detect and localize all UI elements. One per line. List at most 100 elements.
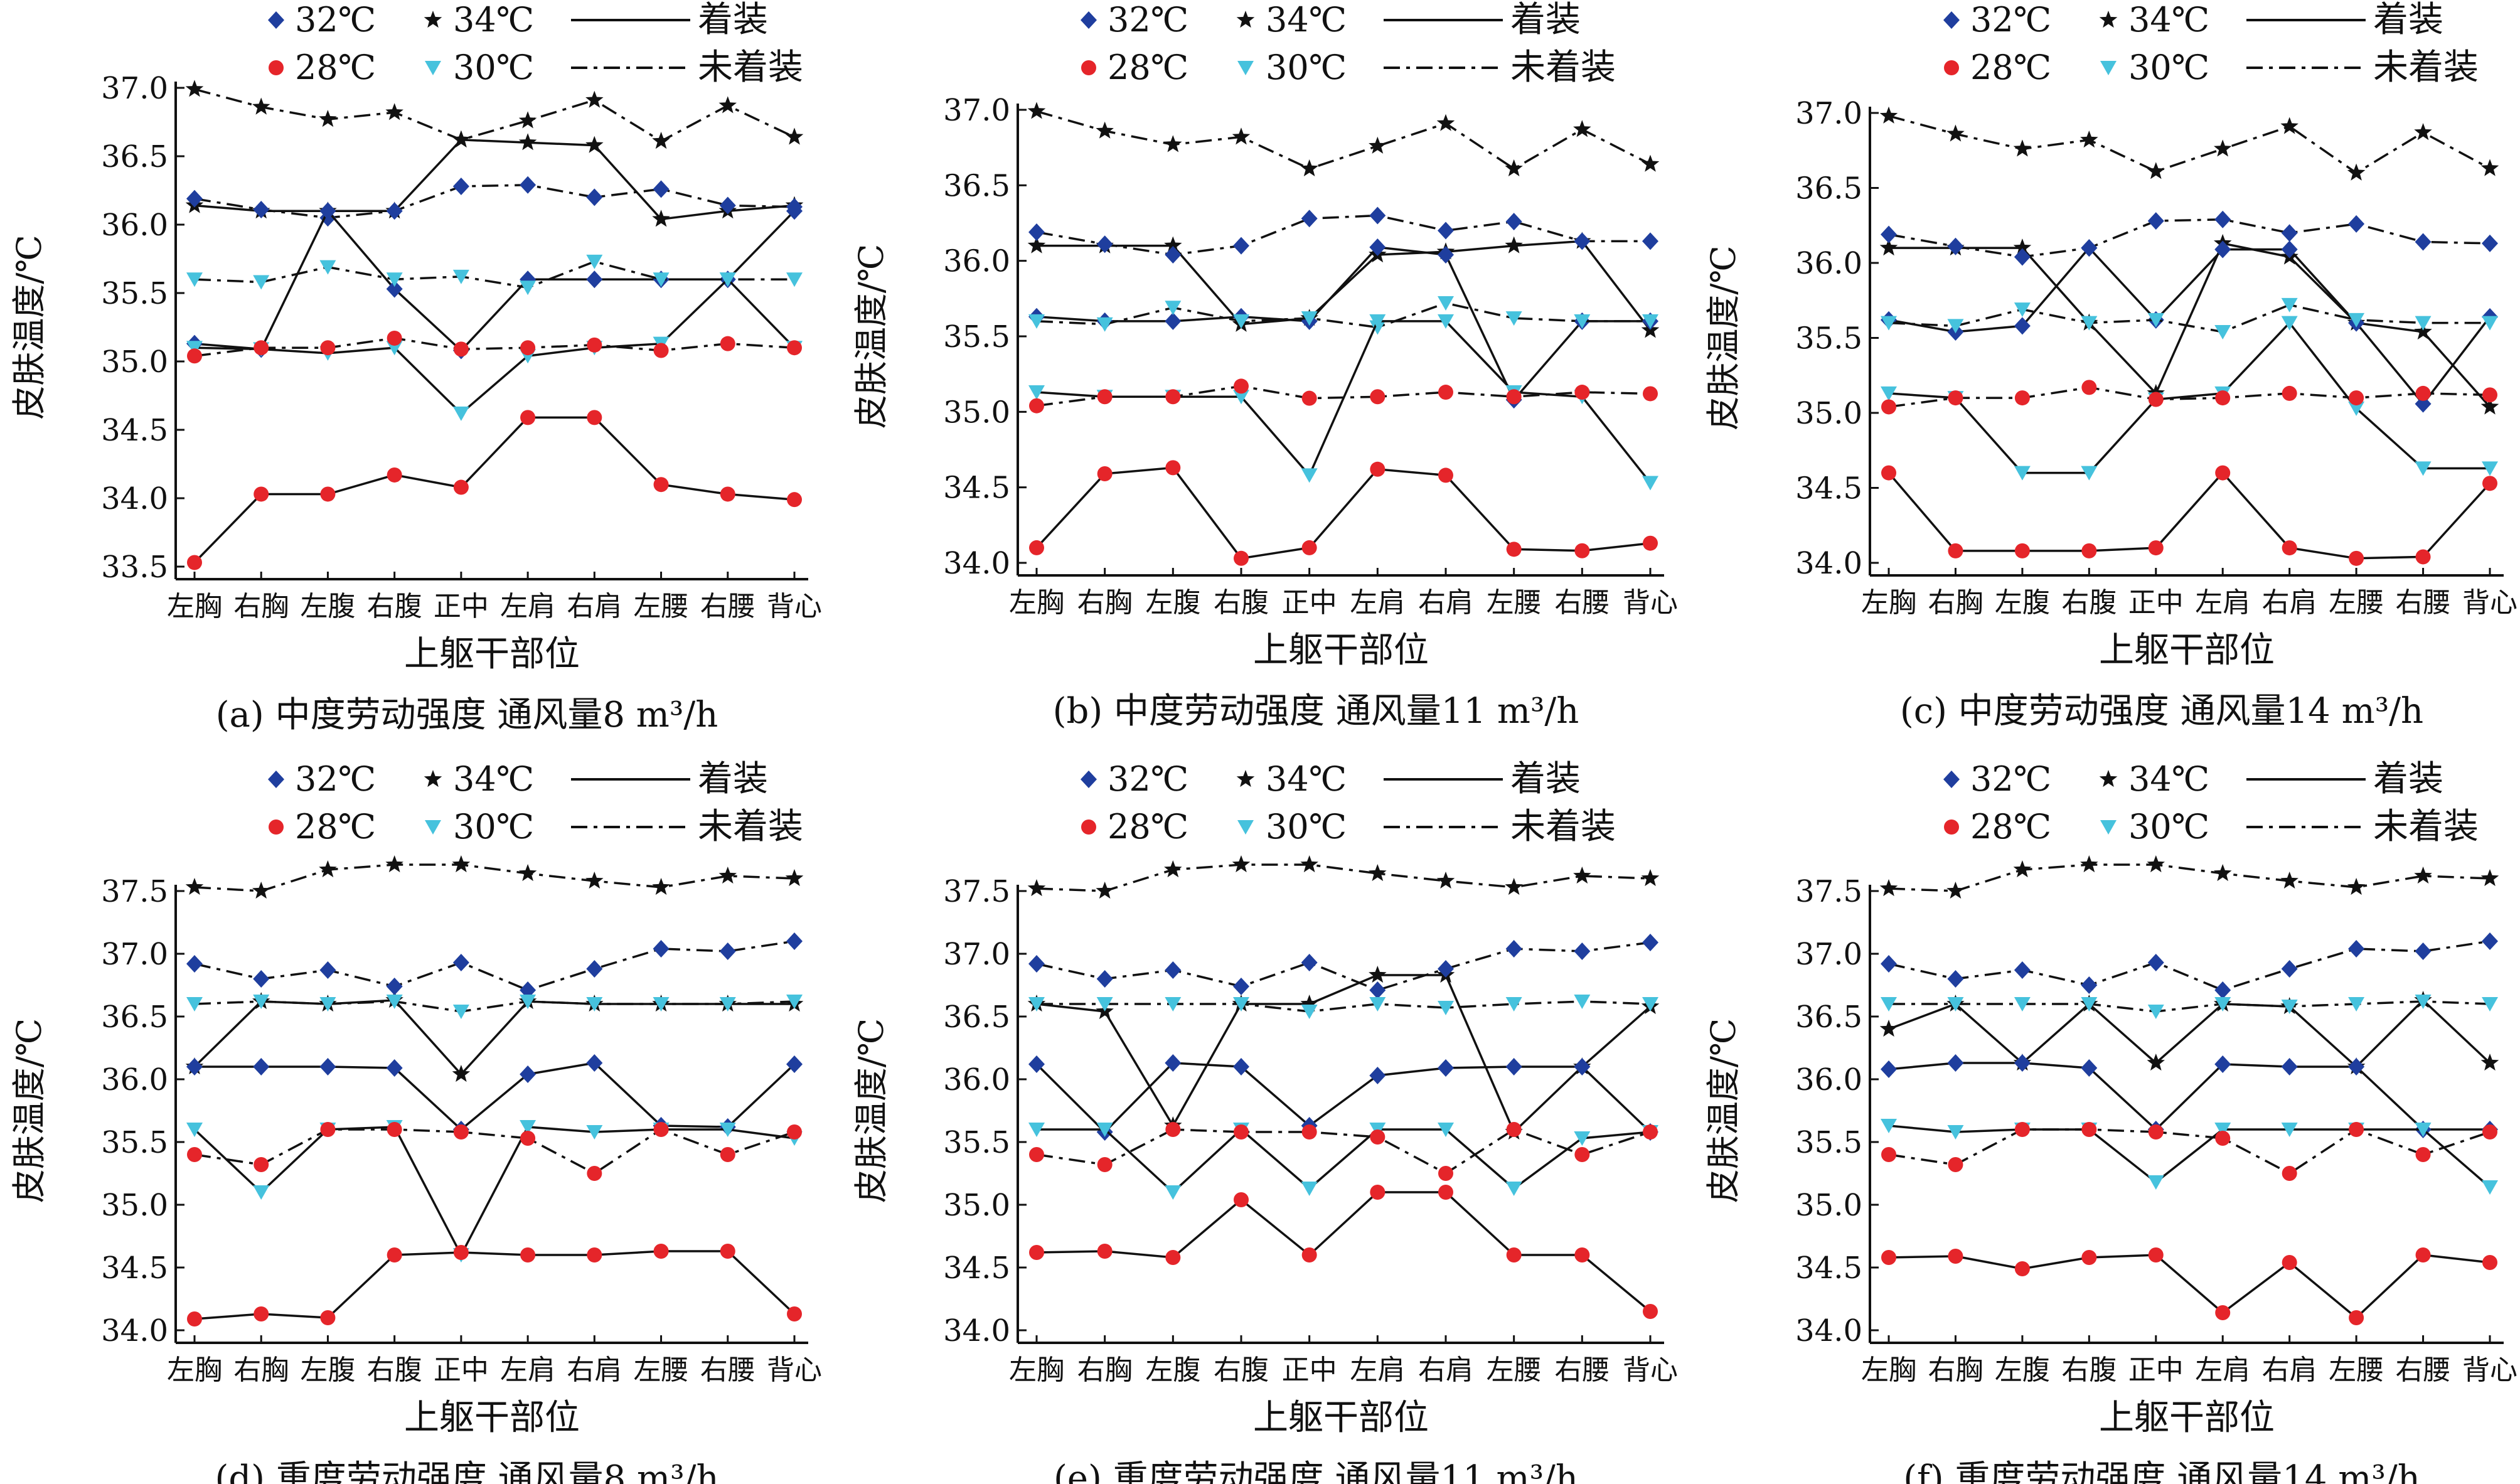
data-point (720, 336, 735, 351)
data-point (786, 995, 803, 1009)
data-point (1641, 154, 1660, 172)
data-point (1369, 864, 1387, 882)
x-tick-label: 左腹 (1995, 587, 2050, 619)
series-line-4 (1036, 302, 1650, 329)
y-axis-title: 皮肤温度/℃ (9, 235, 49, 420)
chart-panel-3: 32℃ 34℃ 着装 28℃ 30℃ 未着装 34.0 34.5 35.0 35.5 36.0 36.… (9, 759, 822, 1484)
data-point (1505, 997, 1522, 1012)
data-point (186, 997, 203, 1012)
data-point (2482, 1124, 2497, 1140)
y-tick-label: 35.0 (1795, 1188, 1862, 1223)
data-point (1438, 296, 1454, 311)
x-tick-label: 左胸 (1009, 587, 1064, 619)
data-point (2348, 401, 2365, 416)
data-point (1574, 543, 1590, 558)
data-point (2014, 1261, 2030, 1276)
x-tick-label: 右肩 (567, 1354, 622, 1386)
data-point (2280, 117, 2298, 134)
data-point (186, 1123, 203, 1137)
legend-label-undressed: 未着装 (698, 47, 803, 88)
y-tick-label: 33.5 (101, 550, 168, 585)
x-axis-title: 上躯干部位 (1253, 630, 1429, 671)
legend-label-32: 32℃ (295, 759, 376, 799)
data-point (253, 995, 270, 1009)
x-tick-label: 右腹 (2061, 587, 2117, 619)
series-line-7 (1036, 1191, 1652, 1313)
x-tick-label: 正中 (2128, 1354, 2184, 1386)
data-point (253, 275, 270, 290)
legend-marker-28 (1081, 819, 1096, 835)
data-point (1505, 940, 1522, 958)
data-point (1438, 1166, 1453, 1181)
data-point (653, 180, 670, 198)
data-point (2014, 302, 2031, 318)
legend-marker-32 (1943, 11, 1960, 29)
data-point (1574, 1058, 1591, 1076)
data-point (253, 970, 270, 988)
legend-marker-28 (1944, 60, 1959, 75)
data-point (1438, 1059, 1454, 1077)
data-point (787, 492, 802, 508)
data-point (1947, 319, 1964, 334)
data-point (1947, 1054, 1964, 1072)
data-point (2014, 543, 2030, 558)
data-point (1027, 879, 1046, 897)
y-tick-label: 35.5 (1795, 321, 1862, 356)
data-point (2281, 316, 2298, 331)
legend-label-28: 28℃ (1970, 48, 2051, 87)
data-point (387, 467, 402, 483)
data-point (2214, 997, 2231, 1012)
y-tick-label: 35.0 (1795, 396, 1862, 431)
x-tick-label: 正中 (434, 1354, 489, 1386)
data-point (1574, 1147, 1590, 1162)
legend-marker-30 (425, 61, 441, 75)
series-line-1 (194, 139, 795, 221)
legend-label-dressed: 着装 (2373, 0, 2443, 40)
panel-caption: (f) 重度劳动强度 通风量14 m³/h (1903, 1458, 2420, 1484)
y-tick-label: 35.5 (943, 1125, 1010, 1160)
series-line-2 (1888, 940, 2491, 991)
chart-panel-0: 32℃ 34℃ 着装 28℃ 30℃ 未着装 33.5 34.0 34.5 35.0 35.5 36.… (9, 0, 822, 735)
series-line-3 (195, 1062, 796, 1131)
data-point (2414, 867, 2432, 884)
data-point (1506, 389, 1522, 405)
y-axis-title: 皮肤温度/℃ (852, 1018, 891, 1204)
data-point (2014, 248, 2031, 266)
series-line-7 (1887, 471, 2491, 560)
data-point (786, 1055, 803, 1073)
y-tick-label: 36.0 (101, 208, 168, 243)
y-axis-title: 皮肤温度/℃ (852, 244, 891, 429)
data-point (1301, 1124, 1317, 1140)
data-point (319, 961, 336, 979)
series-line-7 (1035, 466, 1651, 560)
panel-caption: (c) 中度劳动强度 通风量14 m³/h (1900, 691, 2423, 732)
series-line-2 (194, 184, 795, 219)
data-point (2281, 224, 2298, 242)
data-point (1028, 997, 1045, 1012)
legend-label-dressed: 着装 (698, 0, 768, 40)
series-line-3 (194, 209, 796, 353)
data-point (586, 270, 603, 289)
data-point (2349, 550, 2364, 566)
series-line-5 (1036, 320, 1652, 484)
y-tick-label: 37.0 (101, 71, 168, 106)
data-point (586, 997, 603, 1012)
x-tick-label: 背心 (767, 1354, 822, 1386)
data-point (452, 177, 469, 195)
data-point (1881, 1060, 1897, 1078)
x-tick-label: 左腰 (1487, 587, 1542, 619)
x-tick-label: 右肩 (1418, 1354, 1473, 1386)
legend-marker-32 (268, 11, 284, 29)
data-point (1301, 1005, 1318, 1019)
data-point (2482, 997, 2498, 1012)
series-line-2 (1888, 218, 2491, 259)
x-tick-label: 右腰 (1554, 587, 1610, 619)
data-point (786, 202, 803, 220)
data-point (186, 272, 203, 287)
series-line-6 (1888, 1128, 2491, 1175)
data-point (319, 997, 336, 1012)
series-line-4 (1889, 1000, 2491, 1013)
data-point (2214, 1055, 2231, 1073)
data-point (1165, 246, 1182, 264)
